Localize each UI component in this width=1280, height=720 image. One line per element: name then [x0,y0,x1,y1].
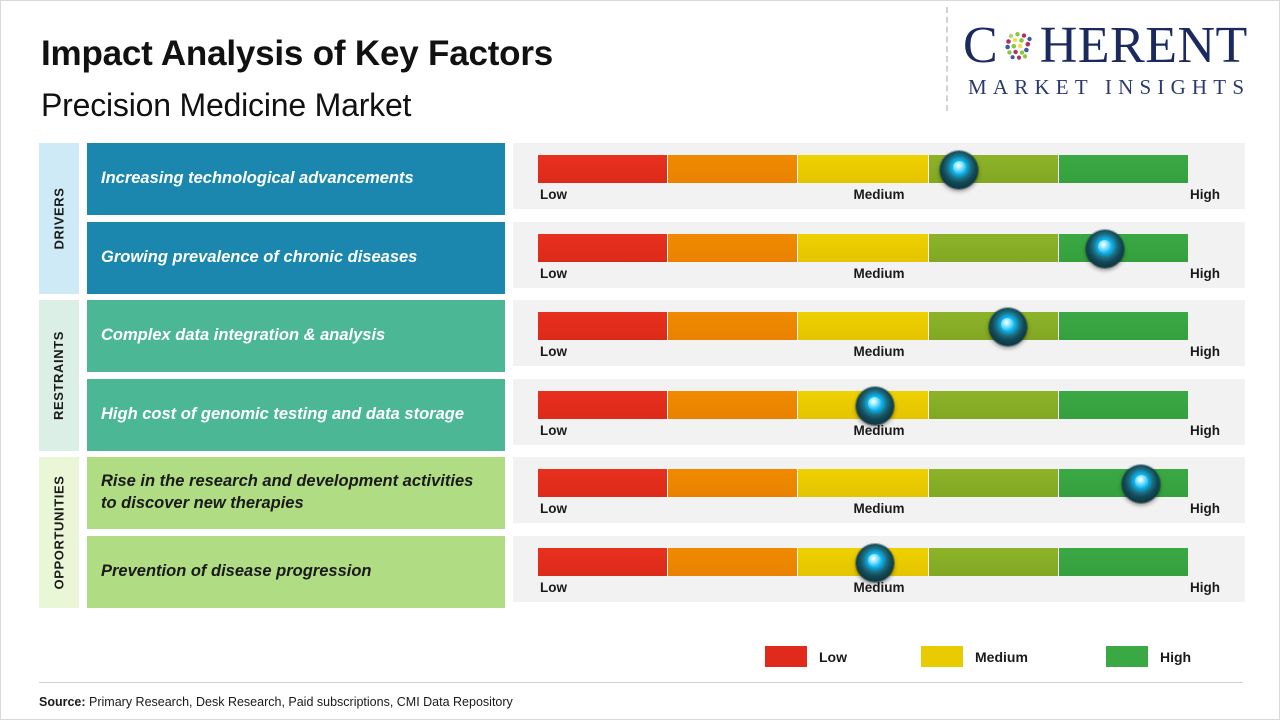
gauge-label-medium: Medium [853,187,905,202]
gauge-marker-icon[interactable] [855,387,894,425]
legend-label: Medium [975,648,1028,665]
gauge-segment-4 [928,391,1059,419]
logo-wordmark: C [963,17,1263,74]
gauge-label-medium: Medium [853,266,905,281]
gauge-bar [538,155,1189,183]
category-label: DRIVERS [51,187,67,250]
legend-label: Low [819,648,847,665]
gauge-segment-2 [668,234,799,262]
impact-gauge[interactable]: Low Medium High [513,300,1245,366]
gauge-segment-5 [1058,155,1189,183]
legend-swatch [921,646,963,667]
gauge-segment-5 [1058,548,1189,576]
impact-gauge[interactable]: Low Medium High [513,536,1245,602]
gauge-label-high: High [1190,501,1220,516]
gauge-label-low: Low [540,266,567,281]
gauge-segment-5 [1058,391,1189,419]
source-label: Source: [39,695,86,709]
impact-gauge[interactable]: Low Medium High [513,379,1245,445]
gauge-segment-5 [1058,312,1189,340]
category-label: OPPORTUNITIES [51,475,67,590]
gauge-label-medium: Medium [853,501,905,516]
gauge-marker-icon[interactable] [1122,465,1161,503]
gauge-segment-2 [668,391,799,419]
gauge-segment-4 [928,469,1059,497]
legend-item[interactable]: Low [765,646,847,667]
logo-letter-c: C [963,17,998,74]
gauge-label-medium: Medium [853,423,905,438]
gauge-segment-3 [798,312,929,340]
gauge-segment-4 [928,548,1059,576]
header: Impact Analysis of Key Factors Precision… [1,1,1280,133]
page-subtitle: Precision Medicine Market [41,87,412,123]
factor-box[interactable]: Growing prevalence of chronic diseases [87,222,505,294]
page-title: Impact Analysis of Key Factors [41,34,554,73]
gauge-segment-3 [798,234,929,262]
legend-swatch [1106,646,1148,667]
gauge-segment-3 [798,155,929,183]
legend-item[interactable]: Medium [921,646,1028,667]
source-note: Source: Primary Research, Desk Research,… [39,695,513,709]
gauge-label-low: Low [540,423,567,438]
gauge-label-high: High [1190,266,1220,281]
legend-swatch [765,646,807,667]
gauge-segment-1 [538,234,669,262]
gauge-bar [538,312,1189,340]
gauge-segment-2 [668,548,799,576]
category-rail-restraints: RESTRAINTS [39,300,79,451]
legend: Low Medium High [513,646,1245,670]
gauge-label-medium: Medium [853,580,905,595]
source-text: Primary Research, Desk Research, Paid su… [85,695,513,709]
factor-box[interactable]: Prevention of disease progression [87,536,505,608]
gauge-marker-icon[interactable] [988,308,1027,346]
header-divider [946,7,948,111]
gauge-segment-2 [668,469,799,497]
globe-sphere-icon [999,26,1039,66]
factor-box[interactable]: Complex data integration & analysis [87,300,505,372]
gauge-marker-icon[interactable] [1085,230,1124,268]
gauge-label-high: High [1190,423,1220,438]
footer-divider [39,682,1243,683]
gauge-segment-2 [668,155,799,183]
gauge-label-low: Low [540,187,567,202]
gauge-bar [538,234,1189,262]
legend-item[interactable]: High [1106,646,1191,667]
gauge-label-low: Low [540,344,567,359]
gauge-label-high: High [1190,580,1220,595]
category-label: RESTRAINTS [51,330,67,421]
impact-gauge[interactable]: Low Medium High [513,143,1245,209]
gauge-segment-1 [538,391,669,419]
gauge-bar [538,469,1189,497]
category-rail-drivers: DRIVERS [39,143,79,294]
gauge-label-medium: Medium [853,344,905,359]
gauge-segment-3 [798,469,929,497]
factor-box[interactable]: Rise in the research and development act… [87,457,505,529]
factor-box[interactable]: Increasing technological advancements [87,143,505,215]
logo-tagline: MARKET INSIGHTS [968,75,1251,99]
impact-gauge[interactable]: Low Medium High [513,457,1245,523]
category-rail-opportunities: OPPORTUNITIES [39,457,79,608]
legend-label: High [1160,648,1192,665]
brand-logo: C [963,17,1263,105]
gauge-label-high: High [1190,344,1220,359]
gauge-marker-icon[interactable] [855,544,894,582]
gauge-segment-4 [928,234,1059,262]
gauge-label-low: Low [540,580,567,595]
gauge-segment-1 [538,469,669,497]
factor-box[interactable]: High cost of genomic testing and data st… [87,379,505,451]
gauge-label-high: High [1190,187,1220,202]
gauge-label-low: Low [540,501,567,516]
gauge-segment-1 [538,548,669,576]
impact-gauge[interactable]: Low Medium High [513,222,1245,288]
gauge-segment-2 [668,312,799,340]
gauge-segment-1 [538,155,669,183]
logo-wordmark-text: HERENT [1039,17,1248,74]
gauge-bar [538,391,1189,419]
gauge-marker-icon[interactable] [940,151,979,189]
gauge-segment-1 [538,312,669,340]
